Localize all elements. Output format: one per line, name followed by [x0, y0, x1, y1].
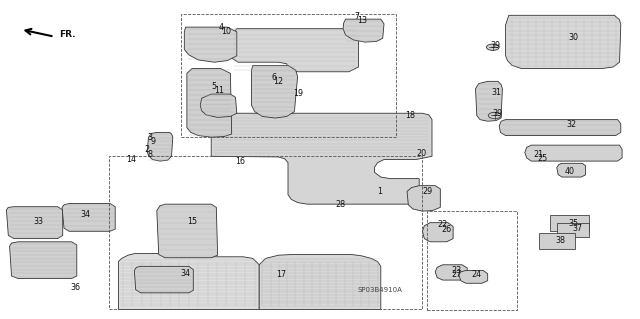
- Text: 39: 39: [493, 109, 503, 118]
- Polygon shape: [550, 215, 589, 231]
- Polygon shape: [147, 132, 173, 161]
- Polygon shape: [157, 204, 218, 258]
- Polygon shape: [557, 223, 589, 237]
- Polygon shape: [10, 242, 77, 278]
- Circle shape: [488, 112, 501, 119]
- Polygon shape: [184, 27, 237, 62]
- Text: SP03B4910A: SP03B4910A: [357, 287, 402, 293]
- Polygon shape: [422, 223, 453, 242]
- Text: 23: 23: [451, 266, 461, 275]
- Text: 2: 2: [145, 145, 150, 154]
- Text: 21: 21: [534, 150, 544, 159]
- Text: 16: 16: [235, 157, 245, 166]
- Text: 40: 40: [564, 167, 575, 176]
- Text: 5: 5: [212, 82, 217, 91]
- Text: 28: 28: [335, 200, 346, 209]
- Text: 15: 15: [187, 217, 197, 226]
- Text: 3: 3: [148, 133, 153, 142]
- Polygon shape: [118, 254, 259, 309]
- Text: 25: 25: [537, 154, 547, 163]
- Polygon shape: [499, 120, 621, 136]
- Polygon shape: [134, 266, 193, 293]
- Text: 29: 29: [422, 187, 433, 196]
- Polygon shape: [557, 163, 586, 177]
- Text: 34: 34: [180, 269, 191, 278]
- Text: 20: 20: [416, 149, 426, 158]
- Polygon shape: [62, 204, 115, 231]
- Polygon shape: [435, 265, 467, 280]
- Text: 38: 38: [556, 236, 566, 245]
- Polygon shape: [6, 207, 63, 239]
- Text: 13: 13: [357, 16, 367, 25]
- Polygon shape: [211, 113, 432, 204]
- Text: 11: 11: [214, 86, 224, 95]
- Text: 9: 9: [150, 137, 156, 146]
- Text: 35: 35: [568, 219, 579, 228]
- Polygon shape: [539, 233, 575, 249]
- Text: 1: 1: [377, 187, 382, 196]
- Text: 30: 30: [568, 33, 579, 42]
- Text: 32: 32: [566, 120, 577, 129]
- Text: 14: 14: [126, 155, 136, 164]
- Polygon shape: [459, 271, 488, 283]
- Text: 17: 17: [276, 270, 287, 279]
- Polygon shape: [506, 15, 621, 69]
- Polygon shape: [407, 186, 440, 211]
- Text: 19: 19: [293, 89, 303, 98]
- Text: 6: 6: [271, 73, 276, 82]
- Polygon shape: [476, 81, 502, 121]
- Polygon shape: [187, 69, 232, 137]
- Text: 12: 12: [273, 78, 284, 86]
- Polygon shape: [525, 145, 622, 161]
- Text: 18: 18: [405, 111, 415, 120]
- Text: 31: 31: [491, 88, 501, 97]
- Text: 7: 7: [355, 12, 360, 21]
- Text: 33: 33: [33, 217, 44, 226]
- Text: 34: 34: [80, 210, 90, 219]
- Text: 37: 37: [572, 224, 582, 233]
- Text: 26: 26: [441, 225, 451, 234]
- Text: FR.: FR.: [60, 30, 76, 39]
- Polygon shape: [259, 255, 381, 309]
- Polygon shape: [230, 29, 358, 72]
- Text: 10: 10: [221, 27, 231, 36]
- Text: 8: 8: [147, 150, 152, 159]
- Text: 22: 22: [438, 220, 448, 229]
- Circle shape: [486, 44, 499, 50]
- Text: 24: 24: [471, 271, 481, 279]
- Text: 39: 39: [490, 41, 500, 50]
- Polygon shape: [200, 94, 237, 117]
- Polygon shape: [252, 65, 298, 118]
- Text: 27: 27: [452, 270, 462, 279]
- Polygon shape: [343, 19, 384, 42]
- Text: 4: 4: [218, 23, 223, 32]
- Text: 36: 36: [70, 283, 81, 292]
